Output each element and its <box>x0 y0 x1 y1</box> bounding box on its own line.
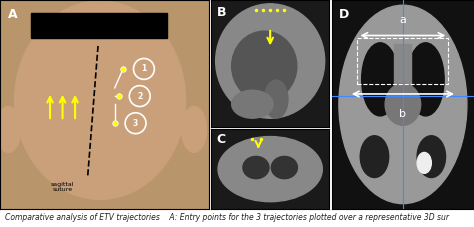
Text: B: B <box>217 6 227 19</box>
Text: C: C <box>217 133 226 146</box>
Ellipse shape <box>385 84 420 125</box>
FancyBboxPatch shape <box>31 12 167 38</box>
Text: sagittal
suture: sagittal suture <box>51 182 74 192</box>
Ellipse shape <box>15 1 186 200</box>
Ellipse shape <box>243 156 269 179</box>
FancyBboxPatch shape <box>394 44 411 117</box>
Text: 2: 2 <box>137 91 142 101</box>
Text: b: b <box>400 109 406 118</box>
Bar <box>357 38 448 84</box>
Text: 1: 1 <box>141 64 146 73</box>
Ellipse shape <box>271 156 298 179</box>
Ellipse shape <box>232 90 273 118</box>
Text: D: D <box>339 8 349 21</box>
Ellipse shape <box>360 136 389 178</box>
Text: 3: 3 <box>133 119 138 128</box>
Ellipse shape <box>407 43 444 116</box>
Ellipse shape <box>216 4 325 118</box>
Ellipse shape <box>232 31 297 101</box>
Ellipse shape <box>0 106 21 153</box>
Text: Comparative analysis of ETV trajectories    A: Entry points for the 3 trajectori: Comparative analysis of ETV trajectories… <box>5 213 449 222</box>
Ellipse shape <box>182 106 207 153</box>
Ellipse shape <box>417 136 446 178</box>
Ellipse shape <box>362 43 399 116</box>
Text: A: A <box>9 8 18 21</box>
Text: a: a <box>400 15 406 25</box>
Ellipse shape <box>264 80 288 118</box>
Ellipse shape <box>339 5 467 204</box>
Ellipse shape <box>218 136 322 202</box>
Ellipse shape <box>417 153 431 173</box>
